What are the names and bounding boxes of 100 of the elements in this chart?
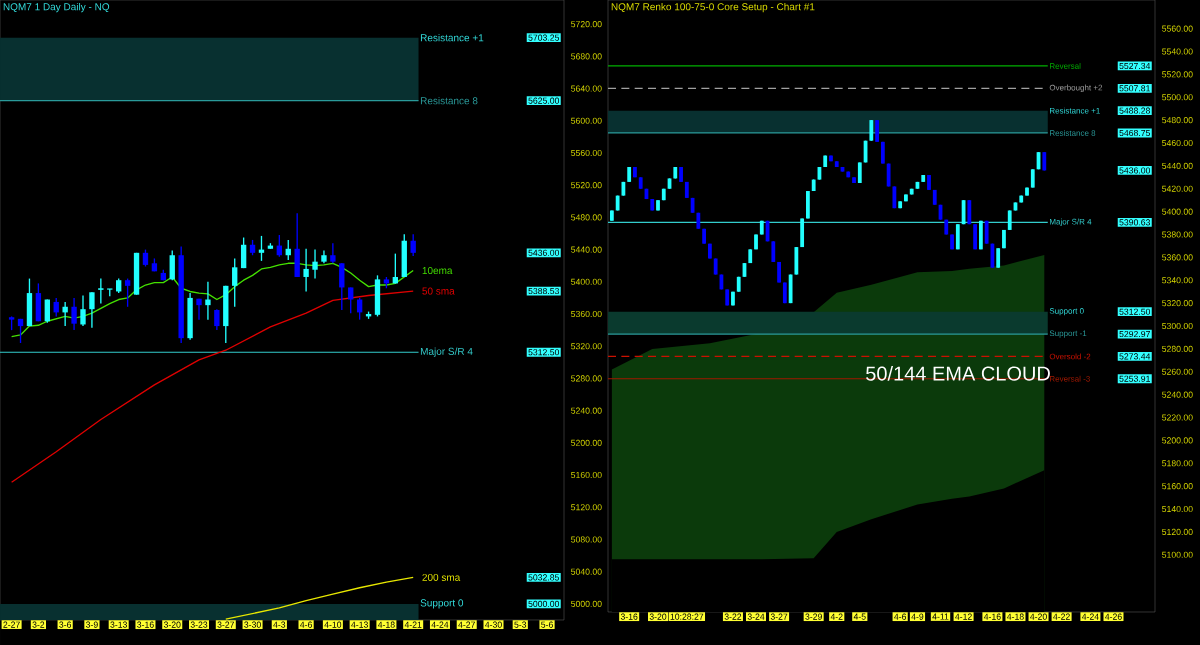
y-tick-label: 5000.00	[571, 600, 602, 607]
band-label: Support 0	[1049, 308, 1084, 316]
candlestick	[214, 308, 220, 331]
y-tick-label: 5120.00	[1162, 528, 1193, 535]
annotation: 50/144 EMA CLOUD	[866, 365, 1050, 381]
candlestick	[205, 281, 211, 321]
y-tick-label: 5160.00	[571, 471, 602, 479]
y2-tick-label: 5273.44	[1119, 353, 1151, 360]
y2-tick-label: 5488.28	[1119, 107, 1151, 114]
y2-tick-label: 5390.63	[1119, 219, 1151, 226]
y-tick-label: 5540.00	[1162, 48, 1193, 55]
y2-tick-label: 5625.00	[528, 97, 560, 104]
y-tick-label: 5220.00	[1162, 414, 1193, 421]
x-tick-label: 4-21	[404, 621, 422, 628]
y-tick-label: 5440.00	[571, 246, 602, 253]
y-tick-label: 5100.00	[1162, 551, 1193, 558]
ref-line-label: Resistance 8	[420, 96, 478, 105]
x-tick-label: 4-24	[431, 621, 449, 628]
x-tick-label: 4-6	[894, 613, 907, 620]
y-tick-label: 5720.00	[571, 21, 602, 28]
x-tick-label: 4-12	[955, 613, 972, 620]
y2-tick-label: 5468.75	[1119, 129, 1151, 137]
ref-line-label: Major S/R 4	[1050, 218, 1092, 227]
x-tick-label: 3-2	[32, 621, 45, 628]
ref-line-label: Support -1	[1049, 330, 1087, 338]
y-tick-label: 5360.00	[1162, 254, 1193, 261]
x-tick-label: 4-30	[485, 621, 502, 628]
x-tick-label: 3-9	[86, 621, 98, 628]
candlestick	[771, 240, 776, 263]
x-tick-label: 4-18	[377, 621, 395, 628]
y-tick-label: 5460.00	[1162, 139, 1193, 147]
series-label: 50 sma	[422, 287, 455, 295]
y2-tick-label: 5703.25	[528, 34, 560, 41]
x-tick-label: 2-27	[3, 621, 20, 628]
x-tick-label: 5-3	[514, 621, 527, 628]
candlestick	[869, 119, 874, 142]
x-tick-label: 4-11	[932, 613, 949, 620]
x-tick-label: 4-24	[1081, 613, 1099, 620]
y2-tick-label: 5527.34	[1119, 62, 1151, 70]
ref-line-label: Oversold -2	[1049, 353, 1091, 360]
ref-line-label: Major S/R 4	[420, 347, 473, 357]
x-tick-label: 10:28:27	[670, 613, 704, 620]
band-label: Resistance +1	[1050, 107, 1100, 114]
x-tick-label: 3-24	[747, 613, 765, 620]
x-tick-label: 4-22	[1053, 613, 1070, 620]
y-tick-label: 5440.00	[1162, 162, 1193, 169]
candlestick	[89, 291, 95, 329]
candlestick	[62, 301, 68, 327]
y-tick-label: 5400.00	[1162, 208, 1193, 215]
ref-line-label: Reversal	[1050, 63, 1081, 69]
y-tick-label: 5480.00	[1162, 117, 1193, 124]
x-tick-label: 4-16	[983, 613, 1001, 620]
y2-tick-label: 5292.97	[1119, 330, 1150, 338]
candlestick	[98, 277, 104, 305]
line-series	[10, 290, 414, 483]
x-tick-label: 3-20	[649, 613, 667, 620]
y2-tick-label: 5253.91	[1119, 375, 1150, 382]
y2-tick-label: 5436.00	[1119, 167, 1151, 174]
candlestick	[1030, 168, 1035, 189]
y-tick-label: 5280.00	[571, 375, 602, 382]
x-tick-label: 4-26	[1105, 613, 1122, 620]
ref-line-label: Reversal -3	[1050, 375, 1090, 382]
band-label: Support 0	[420, 599, 464, 609]
band-label: Resistance +1	[420, 33, 484, 42]
candlestick	[410, 233, 416, 257]
y-tick-label: 5180.00	[1162, 460, 1193, 467]
y-tick-label: 5040.00	[571, 568, 602, 575]
candlestick	[71, 297, 77, 331]
y-tick-label: 5080.00	[571, 536, 602, 543]
x-tick-label: 3-16	[137, 621, 154, 628]
candlestick	[124, 277, 131, 308]
ref-line-label: Overbought +2	[1049, 84, 1103, 93]
y-tick-label: 5360.00	[571, 310, 602, 318]
y2-tick-label: 5312.50	[1119, 308, 1151, 315]
y2-tick-label: 5032.85	[528, 574, 560, 581]
y-tick-label: 5320.00	[1162, 300, 1193, 307]
y-tick-label: 5500.00	[1162, 94, 1193, 101]
x-tick-label: 4-6	[300, 621, 312, 628]
y2-tick-label: 5000.00	[528, 600, 560, 607]
y-tick-label: 5400.00	[571, 278, 602, 285]
candlestick	[312, 248, 318, 280]
x-tick-label: 3-6	[59, 621, 72, 628]
candlestick	[348, 286, 354, 314]
y-tick-label: 5520.00	[1162, 71, 1193, 78]
y-tick-label: 5240.00	[571, 407, 602, 414]
y-tick-label: 5240.00	[1162, 391, 1193, 398]
y-tick-label: 5640.00	[571, 85, 602, 92]
x-tick-label: 4-2	[830, 613, 843, 620]
y2-tick-label: 5388.53	[528, 287, 560, 295]
y-tick-label: 5560.00	[1162, 25, 1193, 32]
candlestick	[996, 247, 1001, 269]
series-label: 200 sma	[422, 573, 461, 581]
y2-tick-label: 5312.50	[528, 349, 560, 356]
x-tick-label: 5-6	[541, 621, 553, 628]
y-tick-label: 5200.00	[571, 439, 602, 446]
x-tick-label: 4-3	[273, 621, 286, 628]
x-tick-label: 4-9	[911, 613, 924, 620]
y-tick-label: 5600.00	[571, 117, 602, 124]
x-tick-label: 4-10	[324, 621, 342, 628]
candlestick	[1007, 209, 1012, 231]
